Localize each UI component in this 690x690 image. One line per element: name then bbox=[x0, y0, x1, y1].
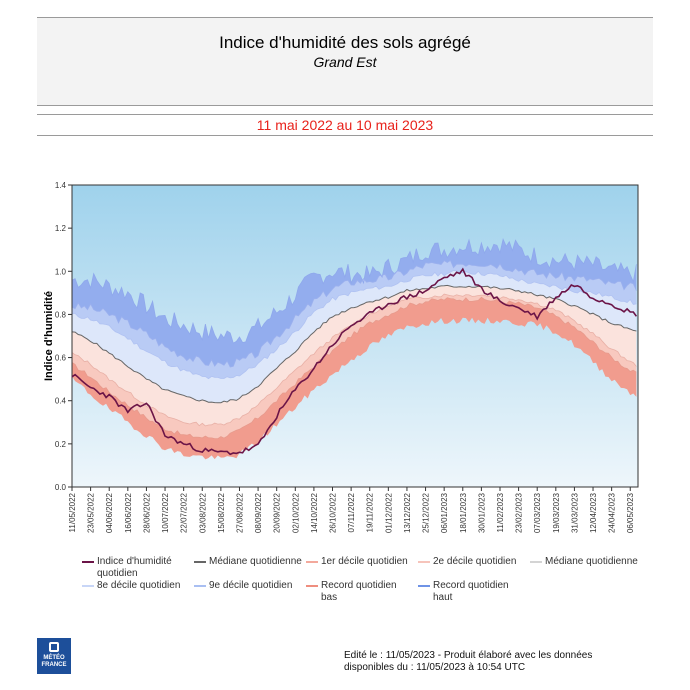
y-axis-label: Indice d'humidité bbox=[43, 291, 55, 381]
x-tick-label: 23/05/2022 bbox=[87, 492, 96, 533]
legend-swatch bbox=[82, 561, 94, 563]
x-tick-label: 18/01/2023 bbox=[459, 492, 468, 533]
legend-swatch bbox=[418, 585, 430, 587]
x-tick-label: 11/05/2022 bbox=[68, 492, 77, 532]
band-d8-to-median bbox=[72, 270, 637, 403]
x-tick-label: 11/02/2023 bbox=[496, 492, 505, 532]
logo-text: MÉTÉO FRANCE bbox=[41, 655, 67, 668]
footer-line-1: Edité le : 11/05/2023 - Produit élaboré … bbox=[344, 650, 593, 661]
x-tick-label: 01/12/2022 bbox=[384, 492, 393, 533]
x-tick-label: 16/06/2022 bbox=[124, 492, 133, 533]
legend-item: 8e décile quotidien bbox=[82, 580, 190, 592]
legend-label: Médiane quotidienne bbox=[209, 556, 302, 567]
logo-mark-icon bbox=[49, 642, 59, 652]
x-tick-label: 15/08/2022 bbox=[217, 492, 226, 533]
record-high-line bbox=[71, 238, 637, 344]
x-tick-label: 06/01/2023 bbox=[440, 492, 449, 533]
legend-label: 1er décile quotidien bbox=[321, 556, 408, 567]
y-tick-label: 0.4 bbox=[55, 397, 67, 406]
x-tick-label: 25/12/2022 bbox=[422, 492, 431, 533]
y-tick-label: 1.4 bbox=[55, 181, 67, 190]
x-tick-label: 24/04/2023 bbox=[608, 492, 617, 533]
x-tick-label: 30/01/2023 bbox=[477, 492, 486, 533]
y-tick-label: 0.2 bbox=[55, 440, 67, 449]
legend-item: Médiane quotidienne bbox=[530, 556, 638, 568]
legend-swatch bbox=[530, 561, 542, 563]
x-tick-label: 03/08/2022 bbox=[198, 492, 207, 533]
period-panel: 11 mai 2022 au 10 mai 2023 bbox=[37, 114, 653, 136]
y-tick-label: 0.0 bbox=[55, 483, 67, 492]
legend-item: Record quotidien bas bbox=[306, 580, 414, 604]
x-tick-label: 07/11/2022 bbox=[347, 492, 356, 532]
footer-line-2: disponibles du : 11/05/2023 à 10:54 UTC bbox=[344, 662, 526, 673]
legend-item: Indice d'humidité quotidien bbox=[82, 556, 190, 580]
legend-item: 9e décile quotidien bbox=[194, 580, 302, 592]
chart-title: Indice d'humidité des sols agrégé bbox=[219, 33, 471, 52]
legend-label: Médiane quotidienne bbox=[545, 556, 638, 567]
legend-item: Record quotidien haut bbox=[418, 580, 526, 604]
y-tick-label: 1.0 bbox=[55, 267, 67, 276]
x-tick-label: 22/07/2022 bbox=[180, 492, 189, 533]
x-tick-label: 10/07/2022 bbox=[161, 492, 170, 533]
x-tick-label: 19/11/2022 bbox=[366, 492, 375, 532]
x-tick-label: 07/03/2023 bbox=[533, 492, 542, 533]
x-tick-label: 02/10/2022 bbox=[291, 492, 300, 533]
meteo-france-logo: MÉTÉO FRANCE bbox=[37, 638, 71, 674]
x-tick-label: 12/04/2023 bbox=[589, 492, 598, 533]
legend-swatch bbox=[418, 561, 430, 563]
x-tick-label: 28/06/2022 bbox=[142, 492, 151, 533]
x-tick-label: 19/03/2023 bbox=[552, 492, 561, 533]
legend-label: Record quotidien bas bbox=[321, 580, 397, 603]
y-tick-label: 0.6 bbox=[55, 354, 67, 363]
legend-swatch bbox=[194, 561, 206, 563]
period-label: 11 mai 2022 au 10 mai 2023 bbox=[256, 117, 434, 133]
decile-8-line bbox=[71, 270, 637, 380]
daily-index-line bbox=[71, 267, 638, 456]
legend-label: 2e décile quotidien bbox=[433, 556, 517, 567]
legend-swatch bbox=[306, 585, 318, 587]
legend-label: Indice d'humidité quotidien bbox=[97, 556, 172, 579]
x-tick-label: 27/08/2022 bbox=[235, 492, 244, 533]
x-tick-label: 23/02/2023 bbox=[515, 492, 524, 533]
legend-label: 8e décile quotidien bbox=[97, 580, 181, 591]
soil-moisture-chart: 0.0 0.2 0.4 0.6 0.8 1.0 1.2 1.4 11/05/2022 23/05/… bbox=[43, 181, 639, 533]
band-record-high-to-d9 bbox=[72, 239, 637, 367]
x-tick-label: 08/09/2022 bbox=[254, 492, 263, 533]
x-tick-label: 04/06/2022 bbox=[105, 492, 114, 533]
x-tick-label: 26/10/2022 bbox=[329, 492, 338, 533]
decile-9-line bbox=[71, 259, 637, 368]
legend-swatch bbox=[306, 561, 318, 563]
plot-frame bbox=[71, 184, 639, 488]
y-tick-label: 0.8 bbox=[55, 310, 67, 319]
x-tick-label: 13/12/2022 bbox=[403, 492, 412, 533]
legend-label: Record quotidien haut bbox=[433, 580, 509, 603]
x-tick-label: 14/10/2022 bbox=[310, 492, 319, 533]
legend-label: 9e décile quotidien bbox=[209, 580, 293, 591]
legend-swatch bbox=[194, 585, 206, 587]
decile-2-line bbox=[71, 293, 637, 427]
chart-subtitle: Grand Est bbox=[313, 54, 377, 70]
x-tick-label: 20/09/2022 bbox=[273, 492, 282, 533]
legend-item: Médiane quotidienne bbox=[194, 556, 302, 568]
y-tick-label: 1.2 bbox=[55, 224, 67, 233]
x-tick-label: 06/05/2023 bbox=[626, 492, 635, 533]
header-panel: Indice d'humidité des sols agrégé Grand … bbox=[37, 17, 653, 106]
median-line bbox=[71, 284, 637, 404]
x-tick-label: 31/03/2023 bbox=[570, 492, 579, 533]
footer-note: Edité le : 11/05/2023 - Produit élaboré … bbox=[344, 650, 592, 674]
legend-swatch bbox=[82, 585, 94, 587]
band-median-to-d2 bbox=[72, 285, 637, 426]
legend-item: 1er décile quotidien bbox=[306, 556, 414, 568]
legend-item: 2e décile quotidien bbox=[418, 556, 526, 568]
